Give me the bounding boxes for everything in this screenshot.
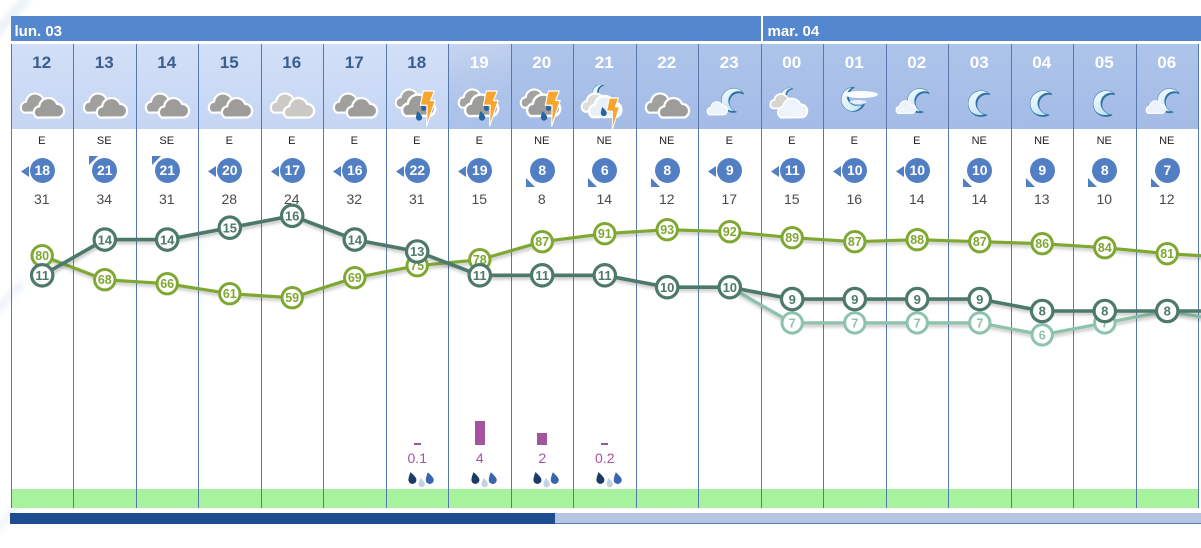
svg-text:13: 13 bbox=[410, 244, 424, 259]
svg-text:59: 59 bbox=[285, 291, 299, 305]
svg-text:10: 10 bbox=[723, 280, 737, 295]
svg-text:7: 7 bbox=[851, 316, 858, 330]
svg-text:80: 80 bbox=[35, 249, 49, 263]
svg-text:9: 9 bbox=[914, 292, 921, 307]
svg-text:87: 87 bbox=[973, 235, 987, 249]
svg-text:61: 61 bbox=[223, 287, 237, 301]
svg-text:7: 7 bbox=[789, 316, 796, 330]
svg-text:9: 9 bbox=[851, 292, 858, 307]
svg-text:89: 89 bbox=[785, 231, 799, 245]
svg-text:15: 15 bbox=[223, 220, 237, 235]
svg-text:7: 7 bbox=[976, 316, 983, 330]
svg-text:87: 87 bbox=[535, 235, 549, 249]
svg-text:68: 68 bbox=[98, 273, 112, 287]
svg-text:66: 66 bbox=[160, 277, 174, 291]
svg-text:8: 8 bbox=[1164, 304, 1171, 319]
svg-text:11: 11 bbox=[473, 268, 487, 283]
svg-text:81: 81 bbox=[1160, 247, 1174, 261]
svg-text:8: 8 bbox=[1101, 304, 1108, 319]
svg-text:9: 9 bbox=[789, 292, 796, 307]
svg-text:86: 86 bbox=[1035, 237, 1049, 251]
svg-text:92: 92 bbox=[723, 225, 737, 239]
svg-text:69: 69 bbox=[348, 271, 362, 285]
svg-text:8: 8 bbox=[1039, 304, 1046, 319]
svg-text:91: 91 bbox=[598, 227, 612, 241]
svg-text:7: 7 bbox=[1101, 316, 1108, 330]
svg-text:84: 84 bbox=[1098, 241, 1112, 255]
svg-text:11: 11 bbox=[598, 268, 612, 283]
svg-text:14: 14 bbox=[348, 232, 363, 247]
svg-text:7: 7 bbox=[914, 316, 921, 330]
svg-text:14: 14 bbox=[160, 232, 175, 247]
svg-text:10: 10 bbox=[660, 280, 674, 295]
svg-text:16: 16 bbox=[285, 209, 299, 224]
svg-text:93: 93 bbox=[660, 223, 674, 237]
svg-text:6: 6 bbox=[1039, 328, 1046, 342]
svg-text:11: 11 bbox=[35, 268, 49, 283]
svg-text:87: 87 bbox=[848, 235, 862, 249]
svg-text:9: 9 bbox=[976, 292, 983, 307]
svg-text:14: 14 bbox=[98, 232, 113, 247]
svg-text:88: 88 bbox=[910, 233, 924, 247]
svg-text:11: 11 bbox=[535, 268, 549, 283]
